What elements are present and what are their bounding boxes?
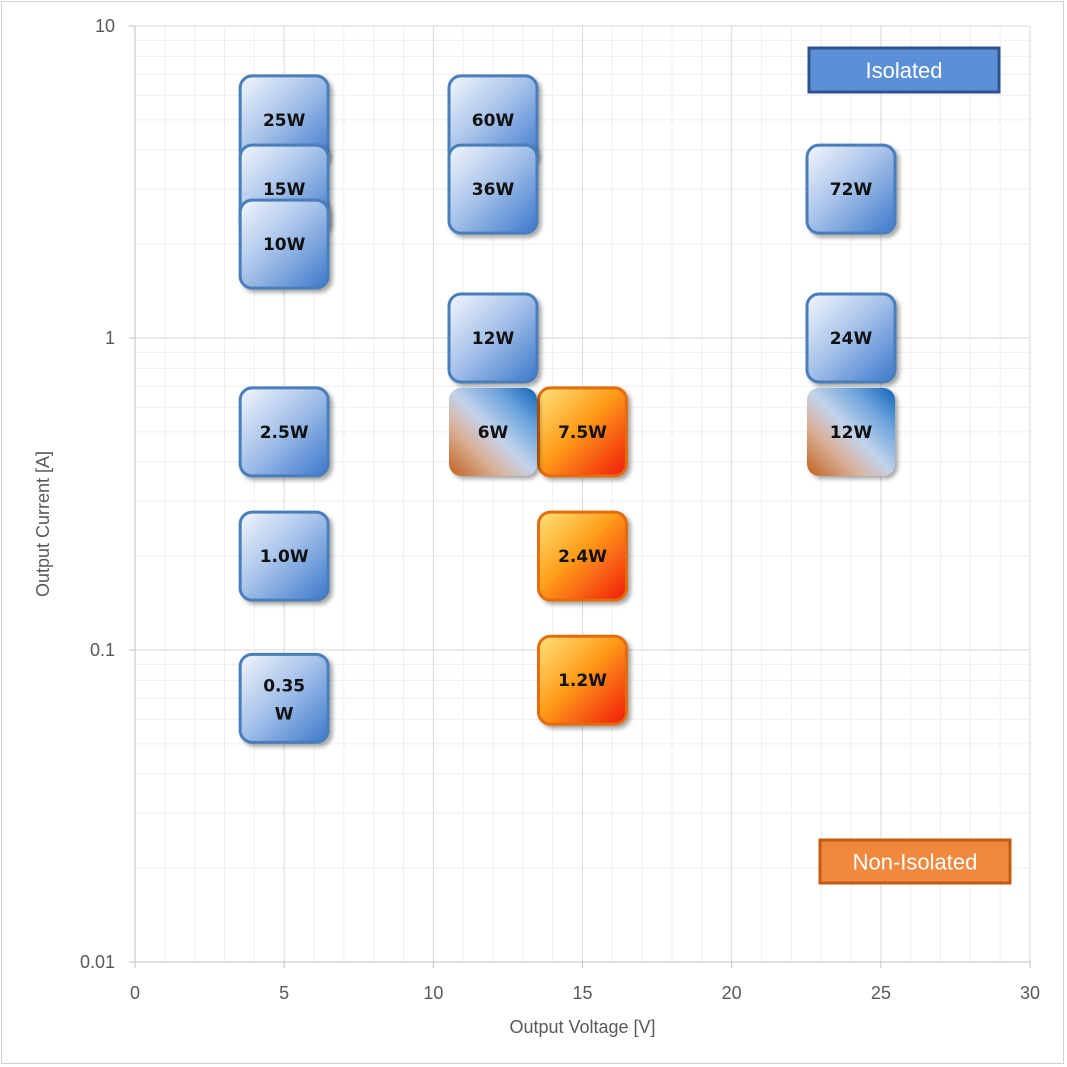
x-tick-label: 5 bbox=[279, 983, 289, 1003]
legend-item: Isolated bbox=[807, 46, 1001, 94]
axis-titles: Output Voltage [V] Output Current [A] bbox=[33, 451, 656, 1037]
data-box-label: 7.5W bbox=[558, 423, 607, 443]
data-box-label: W bbox=[275, 704, 294, 724]
data-box-shape bbox=[537, 634, 628, 726]
x-axis-title: Output Voltage [V] bbox=[509, 1017, 655, 1037]
data-box-label: 10W bbox=[263, 235, 306, 255]
data-box-shape bbox=[805, 292, 897, 384]
data-box-shape bbox=[537, 510, 628, 602]
data-box-shape bbox=[447, 292, 539, 384]
data-box-label: 1.0W bbox=[260, 547, 309, 567]
data-box-label: 72W bbox=[830, 180, 873, 200]
data-box-label: 36W bbox=[472, 180, 515, 200]
data-box: 6W bbox=[449, 387, 537, 476]
data-box: 72W bbox=[805, 143, 897, 235]
data-box: 7.5W bbox=[537, 386, 628, 478]
data-box-shape bbox=[238, 386, 330, 478]
data-box: 36W bbox=[447, 143, 539, 235]
y-axis-title: Output Current [A] bbox=[33, 451, 53, 597]
x-tick-label: 15 bbox=[572, 983, 592, 1003]
data-box-label: 6W bbox=[478, 423, 509, 443]
data-box-label: 25W bbox=[263, 111, 306, 131]
data-box-label: 15W bbox=[263, 180, 306, 200]
data-box-label: 12W bbox=[472, 329, 515, 349]
x-tick-label: 20 bbox=[722, 983, 742, 1003]
legend-label: Non-Isolated bbox=[853, 850, 978, 875]
data-box-label: 12W bbox=[830, 423, 873, 443]
y-tick-label: 1 bbox=[105, 328, 115, 348]
axes bbox=[129, 25, 1031, 968]
x-tick-label: 30 bbox=[1020, 983, 1040, 1003]
data-box-shape bbox=[807, 387, 895, 476]
legend: Isolated Non-Isolated bbox=[807, 46, 1012, 885]
data-boxes: 25W 15W 10W 2.5W 1.0W 0.35 W 60W 36W 12W 72W 24W 7.5… bbox=[238, 74, 897, 744]
data-box-label: 24W bbox=[830, 329, 873, 349]
x-tick-label: 0 bbox=[130, 983, 140, 1003]
data-box-shape bbox=[447, 143, 539, 235]
data-box-shape bbox=[449, 387, 537, 476]
data-box: 0.35 W bbox=[238, 652, 330, 744]
data-box-label: 2.4W bbox=[558, 547, 607, 567]
data-box-label: 60W bbox=[472, 111, 515, 131]
data-box: 24W bbox=[805, 292, 897, 384]
data-box-shape bbox=[805, 143, 897, 235]
data-box-shape bbox=[238, 510, 330, 602]
data-box-shape bbox=[238, 652, 330, 744]
y-tick-label: 0.1 bbox=[90, 640, 115, 660]
data-box: 2.5W bbox=[238, 386, 330, 478]
y-tick-label: 0.01 bbox=[80, 952, 115, 972]
data-box: 1.0W bbox=[238, 510, 330, 602]
x-tick-label: 25 bbox=[871, 983, 891, 1003]
data-box: 1.2W bbox=[537, 634, 628, 726]
legend-box bbox=[807, 46, 1001, 94]
x-tick-label: 10 bbox=[423, 983, 443, 1003]
data-box: 60W bbox=[447, 74, 539, 166]
data-box-label: 1.2W bbox=[558, 671, 607, 691]
data-box: 10W bbox=[238, 198, 330, 290]
legend-label: Isolated bbox=[865, 58, 942, 83]
data-box-label: 2.5W bbox=[260, 423, 309, 443]
data-box-shape bbox=[537, 386, 628, 478]
data-box-label: 0.35 bbox=[263, 676, 305, 696]
tick-labels: 0 5 10 15 20 25 30 0.01 0.1 1 10 bbox=[80, 16, 1040, 1003]
legend-item: Non-Isolated bbox=[818, 838, 1012, 885]
y-tick-label: 10 bbox=[95, 16, 115, 36]
data-box-shape bbox=[238, 198, 330, 290]
data-box: 12W bbox=[807, 387, 895, 476]
data-box: 12W bbox=[447, 292, 539, 384]
legend-box bbox=[818, 838, 1012, 885]
data-box: 2.4W bbox=[537, 510, 628, 602]
